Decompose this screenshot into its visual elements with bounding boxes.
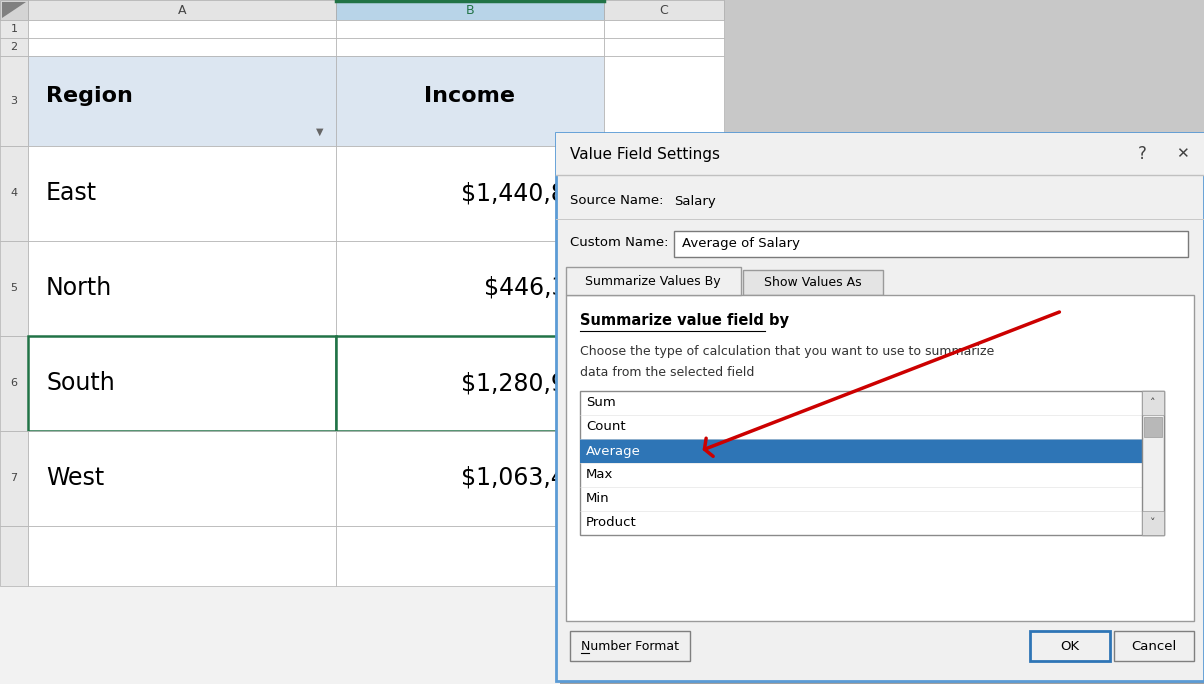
Bar <box>580 391 1164 535</box>
Text: Number Format: Number Format <box>582 640 679 653</box>
Bar <box>604 431 724 526</box>
Text: 1: 1 <box>11 24 18 34</box>
Text: C: C <box>660 3 668 16</box>
Bar <box>28 241 336 336</box>
Bar <box>336 336 604 431</box>
Bar <box>28 38 336 56</box>
Bar <box>336 431 604 526</box>
Bar <box>0 146 28 241</box>
Text: 5: 5 <box>11 283 18 293</box>
Text: ▼: ▼ <box>317 127 324 137</box>
Bar <box>0 38 28 56</box>
Bar <box>604 146 724 241</box>
Bar <box>336 0 604 20</box>
Bar <box>604 38 724 56</box>
Text: B: B <box>466 3 474 16</box>
Text: A: A <box>178 3 187 16</box>
Text: Salary: Salary <box>674 194 715 207</box>
Bar <box>566 295 1194 621</box>
Bar <box>0 56 28 146</box>
Text: Average: Average <box>586 445 641 458</box>
Bar <box>0 0 28 20</box>
Text: Income: Income <box>425 86 515 106</box>
Bar <box>0 336 28 431</box>
Bar <box>336 38 604 56</box>
Polygon shape <box>2 2 26 18</box>
Text: ˅: ˅ <box>1150 518 1156 528</box>
Bar <box>556 133 1204 681</box>
Text: West: West <box>46 466 105 490</box>
Text: Source Name:: Source Name: <box>569 194 663 207</box>
Bar <box>0 526 28 586</box>
Bar <box>336 146 604 241</box>
Text: 3: 3 <box>11 96 18 106</box>
Text: data from the selected field: data from the selected field <box>580 367 755 380</box>
Bar <box>336 526 604 586</box>
Bar <box>674 231 1188 257</box>
Text: $1,440,806: $1,440,806 <box>461 181 596 205</box>
Text: Value Field Settings: Value Field Settings <box>569 146 720 161</box>
Bar <box>604 336 724 431</box>
Text: Summarize value field by: Summarize value field by <box>580 313 789 328</box>
Text: ˄: ˄ <box>1150 398 1156 408</box>
Bar <box>743 270 883 295</box>
Bar <box>28 20 336 38</box>
Text: 6: 6 <box>11 378 18 388</box>
Bar <box>1029 631 1110 661</box>
Text: OK: OK <box>1061 640 1080 653</box>
Text: Max: Max <box>586 469 613 482</box>
Text: Product: Product <box>586 516 637 529</box>
Bar <box>1143 391 1164 415</box>
Bar <box>1144 417 1162 437</box>
Bar <box>28 336 336 431</box>
Text: Custom Name:: Custom Name: <box>569 237 668 250</box>
Text: ?: ? <box>1138 145 1146 163</box>
Bar <box>0 0 724 684</box>
Bar <box>560 137 1204 684</box>
Bar <box>28 526 336 586</box>
Text: Show Values As: Show Values As <box>765 276 862 289</box>
Text: $1,280,975: $1,280,975 <box>461 371 596 395</box>
Text: Min: Min <box>586 492 609 505</box>
Bar <box>604 20 724 38</box>
Text: Cancel: Cancel <box>1132 640 1176 653</box>
Text: ✕: ✕ <box>1175 146 1188 161</box>
Text: Choose the type of calculation that you want to use to summarize: Choose the type of calculation that you … <box>580 345 995 358</box>
Text: Region: Region <box>46 86 132 106</box>
Bar <box>0 20 28 38</box>
Bar <box>604 526 724 586</box>
Text: Count: Count <box>586 421 626 434</box>
Bar <box>556 133 1204 175</box>
Text: $446,334: $446,334 <box>484 276 596 300</box>
Bar <box>604 241 724 336</box>
Bar <box>28 56 336 146</box>
Bar <box>28 146 336 241</box>
Text: Sum: Sum <box>586 397 615 410</box>
Bar <box>0 431 28 526</box>
Bar <box>604 0 724 20</box>
Text: North: North <box>46 276 112 300</box>
Bar <box>0 241 28 336</box>
Bar <box>336 56 604 146</box>
Bar <box>1143 511 1164 535</box>
Text: South: South <box>46 371 114 395</box>
Text: East: East <box>46 181 98 205</box>
Text: $1,063,406: $1,063,406 <box>461 466 596 490</box>
Bar <box>566 267 740 295</box>
Bar <box>1143 391 1164 535</box>
Text: Average of Salary: Average of Salary <box>681 237 799 250</box>
Text: Summarize Values By: Summarize Values By <box>585 274 721 287</box>
Bar <box>604 56 724 146</box>
Bar <box>336 241 604 336</box>
Text: 4: 4 <box>11 188 18 198</box>
Bar <box>569 631 690 661</box>
Bar <box>1114 631 1194 661</box>
Text: 7: 7 <box>11 473 18 483</box>
Bar <box>580 439 1143 463</box>
Bar <box>28 0 336 20</box>
Bar <box>336 20 604 38</box>
Bar <box>28 431 336 526</box>
Text: 2: 2 <box>11 42 18 52</box>
